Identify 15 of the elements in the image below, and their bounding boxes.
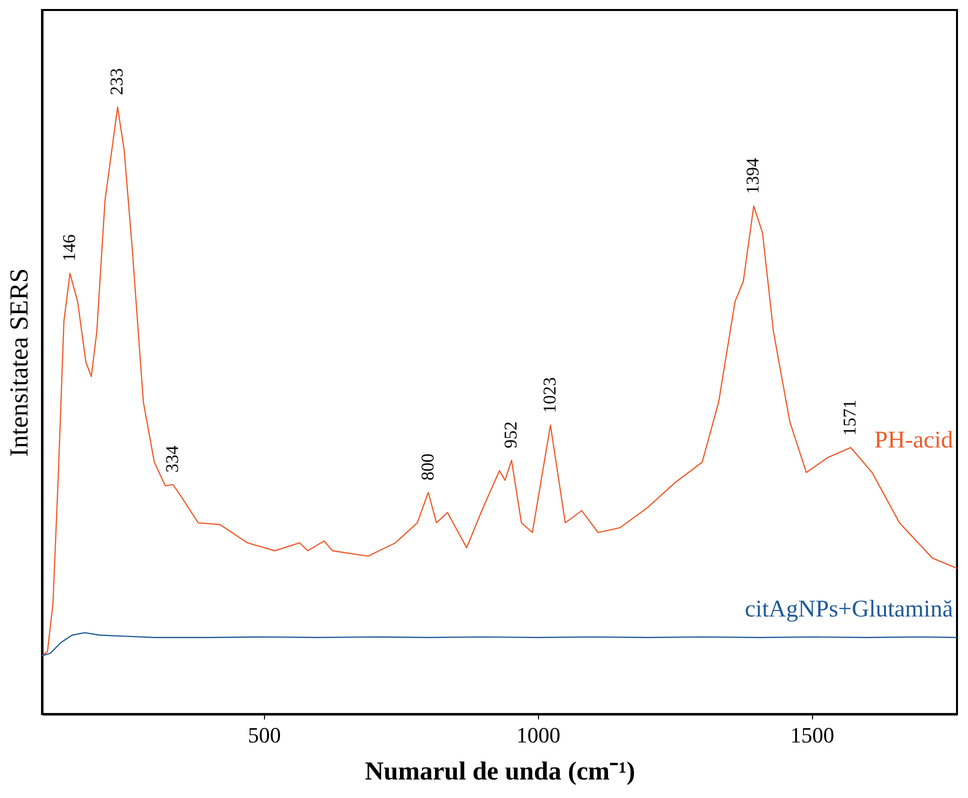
series-label: citAgNPs+Glutamină [744,596,954,623]
series-label: PH-acid [874,427,953,454]
x-tick-label: 500 [248,722,281,748]
x-tick-label: 1500 [790,722,834,748]
annotation: 334 [162,446,182,473]
annotation: 1394 [742,158,763,194]
x-tick-label: 1000 [516,722,560,748]
annotation: 800 [417,453,438,480]
annotation: 1023 [539,377,560,414]
x-axis-title: Numarul de unda (cm⁻¹) [364,756,636,786]
annotation: 1571 [840,400,860,436]
annotation: 233 [106,68,127,96]
y-axis-title: Intensitatea SERS [4,268,34,457]
annotation: 952 [500,421,521,448]
annotation: 146 [58,234,79,262]
